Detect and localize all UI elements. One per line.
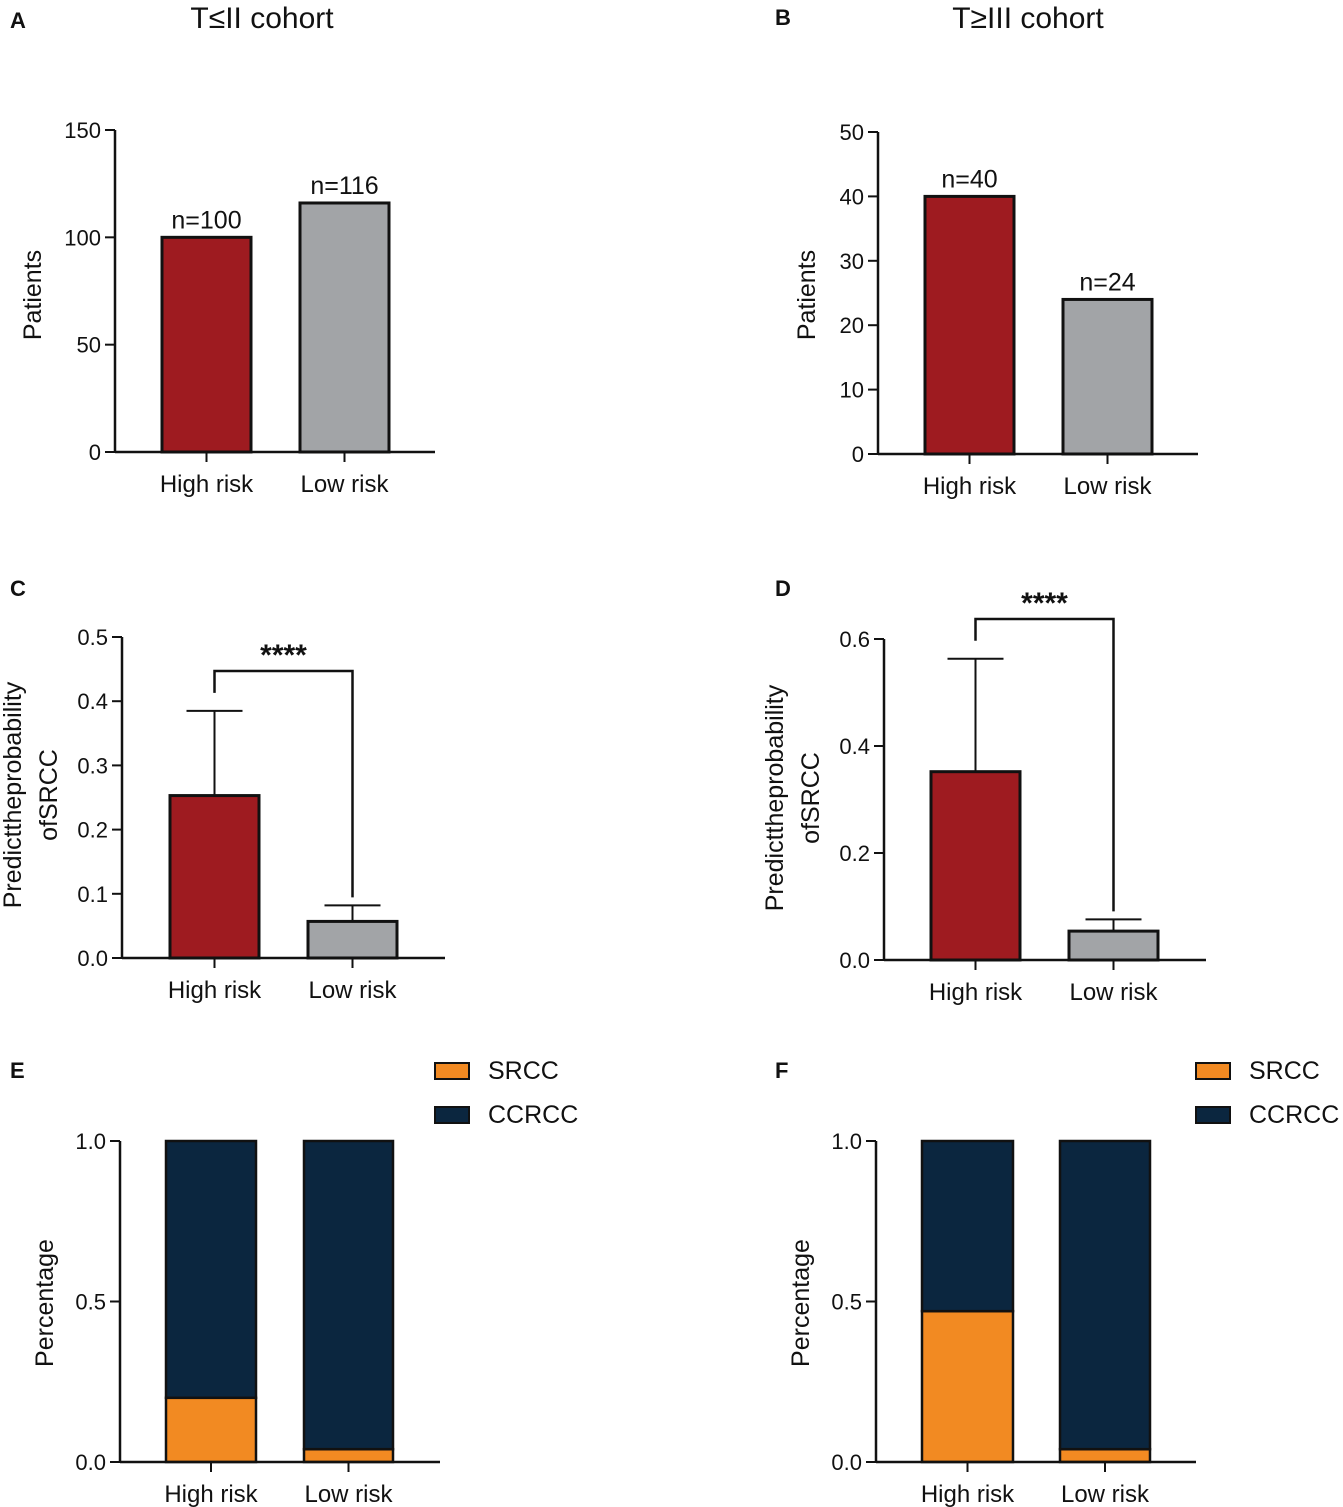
panel-b-ytick-label: 0 — [852, 442, 864, 467]
panel-a-title: T≤II cohort — [190, 2, 334, 35]
panel-b-ytick-label: 20 — [840, 313, 864, 338]
panel-c-ytick-label: 0.4 — [77, 689, 108, 714]
panel-e-legend-swatch-srcc — [434, 1062, 470, 1080]
panel-c-ytick-label: 0.2 — [77, 818, 108, 843]
panel-b-letter: B — [775, 5, 791, 30]
panel-b-bar-low — [1061, 297, 1154, 456]
panel-a-category-label: Low risk — [300, 471, 389, 498]
panel-c-ylabel-line: ofSRCC — [35, 749, 63, 841]
panel-a-bar-high — [160, 235, 253, 454]
panel-f-legend-swatch-ccrcc — [1195, 1106, 1231, 1124]
panel-d-ylabel-line: ofSRCC — [797, 752, 825, 844]
panel-d-ytick-label: 0.6 — [839, 627, 870, 652]
panel-a-ytick-label: 100 — [64, 225, 101, 250]
panel-b-ytick-label: 30 — [840, 249, 864, 274]
panel-a-letter: A — [10, 8, 26, 33]
panel-d-category-label: High risk — [929, 979, 1023, 1006]
panel-a-data-label-high: n=100 — [171, 206, 241, 234]
panel-b-category-label: Low risk — [1063, 473, 1152, 500]
panel-f-ytick-label: 1.0 — [831, 1129, 862, 1154]
panel-c-category-label: High risk — [168, 977, 262, 1004]
panel-f-category-label: Low risk — [1061, 1481, 1150, 1507]
panel-a-bar-low — [298, 201, 391, 454]
panel-b-ytick-label: 40 — [840, 184, 864, 209]
panel-f-category-label: High risk — [921, 1481, 1015, 1507]
panel-c-ytick-label: 0.0 — [77, 946, 108, 971]
panel-b-title: T≥III cohort — [952, 2, 1104, 35]
panel-f-ytick-label: 0.5 — [831, 1290, 862, 1315]
panel-e-category-label: Low risk — [304, 1481, 393, 1507]
panel-f-letter: F — [775, 1058, 788, 1083]
panel-c-letter: C — [10, 576, 26, 601]
panel-a-ytick-label: 150 — [64, 118, 101, 143]
panel-c-ytick-label: 0.3 — [77, 753, 108, 778]
panel-e-ytick-label: 0.5 — [75, 1290, 106, 1315]
panel-d-ytick-label: 0.4 — [839, 734, 870, 759]
panel-c-significance-label: **** — [260, 639, 307, 672]
panel-e-ytick-label: 1.0 — [75, 1129, 106, 1154]
panel-e-legend-swatch-ccrcc — [434, 1106, 470, 1124]
panel-b-ytick-label: 10 — [840, 378, 864, 403]
panel-f-bar-ccrcc-low — [1058, 1139, 1152, 1451]
panel-f-bar-srcc-low — [1058, 1447, 1152, 1464]
panel-b-data-label-high: n=40 — [941, 165, 997, 193]
panel-e-bar-srcc-high — [164, 1396, 258, 1464]
panel-b-bar-high — [923, 194, 1016, 456]
panel-b-category-label: High risk — [923, 473, 1017, 500]
panel-e-legend-label-srcc: SRCC — [488, 1057, 559, 1085]
panel-d-ytick-label: 0.0 — [839, 948, 870, 973]
panel-b-data-label-low: n=24 — [1079, 268, 1135, 296]
panel-a-ylabel: Patients — [19, 250, 47, 340]
panel-a-ytick-label: 50 — [77, 333, 101, 358]
panel-e-bar-ccrcc-low — [302, 1139, 395, 1451]
panel-c-category-label: Low risk — [308, 977, 397, 1004]
panel-c-bar-low — [306, 919, 399, 960]
panel-d-bar-high — [929, 770, 1022, 962]
panel-d-bar-low — [1067, 929, 1160, 962]
panel-e-bar-ccrcc-high — [164, 1139, 258, 1400]
panel-f-bar-ccrcc-high — [920, 1139, 1015, 1313]
panel-b-ytick-label: 50 — [840, 120, 864, 145]
panel-d-significance-bracket — [974, 617, 1115, 912]
panel-a-data-label-low: n=116 — [310, 172, 378, 200]
panel-e-ytick-label: 0.0 — [75, 1450, 106, 1475]
panel-a-category-label: High risk — [160, 471, 254, 498]
panel-f-bar-srcc-high — [920, 1309, 1015, 1464]
panel-c-bar-high — [168, 794, 261, 960]
panel-b-ylabel: Patients — [793, 250, 821, 340]
panel-e-letter: E — [10, 1058, 25, 1083]
panel-d-ytick-label: 0.2 — [839, 841, 870, 866]
panel-e-legend-label-ccrcc: CCRCC — [488, 1101, 578, 1129]
panel-c-ylabel-line: Predicttheprobability — [0, 681, 27, 908]
panel-e-category-label: High risk — [164, 1481, 258, 1507]
panel-c-significance-bracket — [213, 669, 354, 898]
panel-c-ytick-label: 0.1 — [77, 882, 108, 907]
panel-c-ytick-label: 0.5 — [77, 625, 108, 650]
panel-f-legend-label-srcc: SRCC — [1249, 1057, 1320, 1085]
panel-d-letter: D — [775, 576, 791, 601]
panel-f-legend-label-ccrcc: CCRCC — [1249, 1101, 1339, 1129]
panel-f-ylabel: Percentage — [787, 1239, 815, 1367]
panel-a-ytick-label: 0 — [89, 440, 101, 465]
panel-d-category-label: Low risk — [1069, 979, 1158, 1006]
panel-f-ytick-label: 0.0 — [831, 1450, 862, 1475]
panel-d-significance-label: **** — [1021, 587, 1068, 620]
panel-f-legend-swatch-srcc — [1195, 1062, 1231, 1080]
panel-e-bar-srcc-low — [302, 1447, 395, 1464]
panel-d-ylabel-line: Predicttheprobability — [761, 684, 789, 911]
panel-e-ylabel: Percentage — [31, 1239, 59, 1367]
